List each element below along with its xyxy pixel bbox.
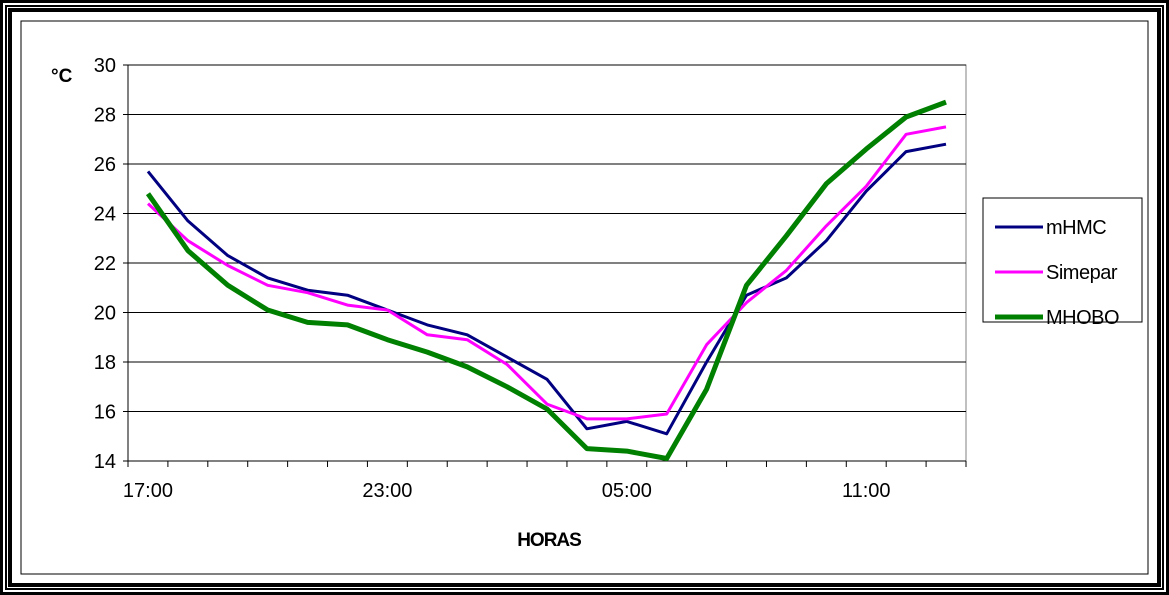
y-tick-label: 24 <box>94 204 116 226</box>
legend-label-mhobo: MHOBO <box>1046 307 1119 329</box>
series-line-simepar <box>146 125 947 421</box>
legend-box <box>982 197 1143 323</box>
inner-border <box>5 5 1164 590</box>
y-axis-label: °C <box>51 66 73 87</box>
x-axis: 17:00 23:00 05:00 11:00 <box>123 460 967 502</box>
series-lines <box>145 99 947 461</box>
y-tick-label: 26 <box>94 154 116 176</box>
x-axis-label: HORAS <box>517 530 581 551</box>
x-tick-label: 05:00 <box>602 480 652 502</box>
legend: mHMC Simepar MHOBO <box>982 197 1143 329</box>
y-tick-label: 16 <box>94 402 116 424</box>
series-line-mhobo <box>145 99 947 461</box>
y-tick-label: 18 <box>94 352 116 374</box>
x-tick-label: 17:00 <box>123 480 173 502</box>
gridlines <box>128 64 966 412</box>
series-line-mhmc <box>146 142 947 436</box>
legend-label-simepar: Simepar <box>1046 262 1118 284</box>
y-tick-label: 14 <box>94 451 116 473</box>
x-tick-label: 23:00 <box>362 480 412 502</box>
x-tick-label: 11:00 <box>842 480 891 502</box>
chart-area-border <box>8 8 1161 587</box>
y-tick-label: 28 <box>94 105 116 127</box>
y-tick-label: 30 <box>94 55 116 77</box>
y-tick-label: 20 <box>94 303 116 325</box>
legend-label-mhmc: mHMC <box>1046 217 1106 239</box>
y-tick-label: 22 <box>94 253 116 275</box>
y-axis: 14 16 18 20 22 24 26 28 30 <box>94 55 129 473</box>
